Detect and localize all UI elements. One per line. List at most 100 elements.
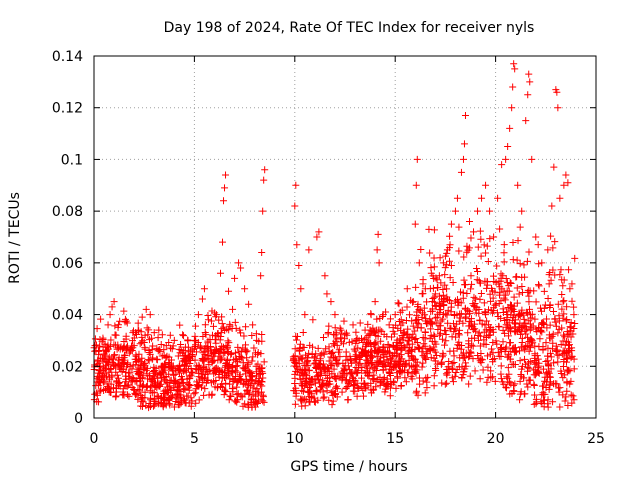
- data-point: [235, 372, 243, 380]
- data-point: [155, 382, 163, 390]
- data-point: [112, 392, 120, 400]
- data-point: [167, 356, 175, 364]
- data-point: [547, 365, 555, 373]
- data-point: [181, 351, 189, 359]
- data-point: [130, 386, 138, 394]
- data-point: [495, 322, 503, 330]
- data-point: [255, 337, 263, 345]
- data-point: [121, 315, 129, 323]
- data-point: [506, 347, 514, 355]
- data-point: [477, 359, 485, 367]
- data-point: [455, 223, 463, 231]
- data-point: [516, 377, 524, 385]
- data-point: [139, 381, 147, 389]
- data-point: [393, 352, 401, 360]
- data-point: [222, 359, 230, 367]
- data-point: [446, 274, 454, 282]
- axis-ticks: 0 5 10 15 20 25 0 0.02 0.04 0.06 0.08 0.1 0.12 0.14: [52, 49, 605, 447]
- data-point: [510, 302, 518, 310]
- data-point: [430, 382, 438, 390]
- data-point: [534, 281, 542, 289]
- data-point: [500, 294, 508, 302]
- data-point: [394, 362, 402, 370]
- data-point: [470, 334, 478, 342]
- data-point: [387, 356, 395, 364]
- data-point: [430, 226, 438, 234]
- data-point: [367, 386, 375, 394]
- data-point: [309, 316, 317, 324]
- data-point: [260, 398, 268, 406]
- data-point: [569, 392, 577, 400]
- data-point: [463, 289, 471, 297]
- data-point: [443, 261, 451, 269]
- data-point: [349, 321, 357, 329]
- data-point: [424, 373, 432, 381]
- data-point: [412, 283, 420, 291]
- data-point: [409, 354, 417, 362]
- data-point: [170, 384, 178, 392]
- data-point: [389, 378, 397, 386]
- data-point: [521, 355, 529, 363]
- data-point: [298, 402, 306, 410]
- data-point: [104, 321, 112, 329]
- data-point: [150, 329, 158, 337]
- data-point: [536, 335, 544, 343]
- data-point: [506, 355, 514, 363]
- data-point: [510, 60, 518, 68]
- data-point: [543, 315, 551, 323]
- data-point: [523, 257, 531, 265]
- data-point: [562, 393, 570, 401]
- data-point: [292, 389, 300, 397]
- data-point: [486, 350, 494, 358]
- data-point: [367, 310, 375, 318]
- data-point: [445, 244, 453, 252]
- data-point: [204, 312, 212, 320]
- data-point: [354, 384, 362, 392]
- data-point: [148, 382, 156, 390]
- data-point: [563, 303, 571, 311]
- data-point: [327, 298, 335, 306]
- data-point: [549, 398, 557, 406]
- data-point: [350, 381, 358, 389]
- data-point: [492, 337, 500, 345]
- data-point: [482, 341, 490, 349]
- data-point: [430, 372, 438, 380]
- data-point: [237, 264, 245, 272]
- data-point: [352, 337, 360, 345]
- data-point: [538, 319, 546, 327]
- data-point: [516, 223, 524, 231]
- data-point: [419, 377, 427, 385]
- data-point: [546, 303, 554, 311]
- data-point: [232, 324, 240, 332]
- data-point: [104, 343, 112, 351]
- data-point: [537, 398, 545, 406]
- data-point: [184, 343, 192, 351]
- data-point: [478, 194, 486, 202]
- data-point: [477, 252, 485, 260]
- data-point: [160, 387, 168, 395]
- data-point: [421, 354, 429, 362]
- data-point: [411, 220, 419, 228]
- data-point: [128, 365, 136, 373]
- data-point: [139, 398, 147, 406]
- data-point: [331, 341, 339, 349]
- data-point: [567, 333, 575, 341]
- data-point: [162, 354, 170, 362]
- data-point: [564, 341, 572, 349]
- data-point: [411, 327, 419, 335]
- data-point: [110, 352, 118, 360]
- data-point: [149, 378, 157, 386]
- data-point: [323, 290, 331, 298]
- data-point: [195, 373, 203, 381]
- data-point: [524, 383, 532, 391]
- data-point: [487, 374, 495, 382]
- data-point: [553, 88, 561, 96]
- data-point: [441, 264, 449, 272]
- data-point: [133, 378, 141, 386]
- data-point: [532, 233, 540, 241]
- data-point: [447, 261, 455, 269]
- data-point: [187, 356, 195, 364]
- data-point: [108, 303, 116, 311]
- data-point: [371, 340, 379, 348]
- data-point: [439, 259, 447, 267]
